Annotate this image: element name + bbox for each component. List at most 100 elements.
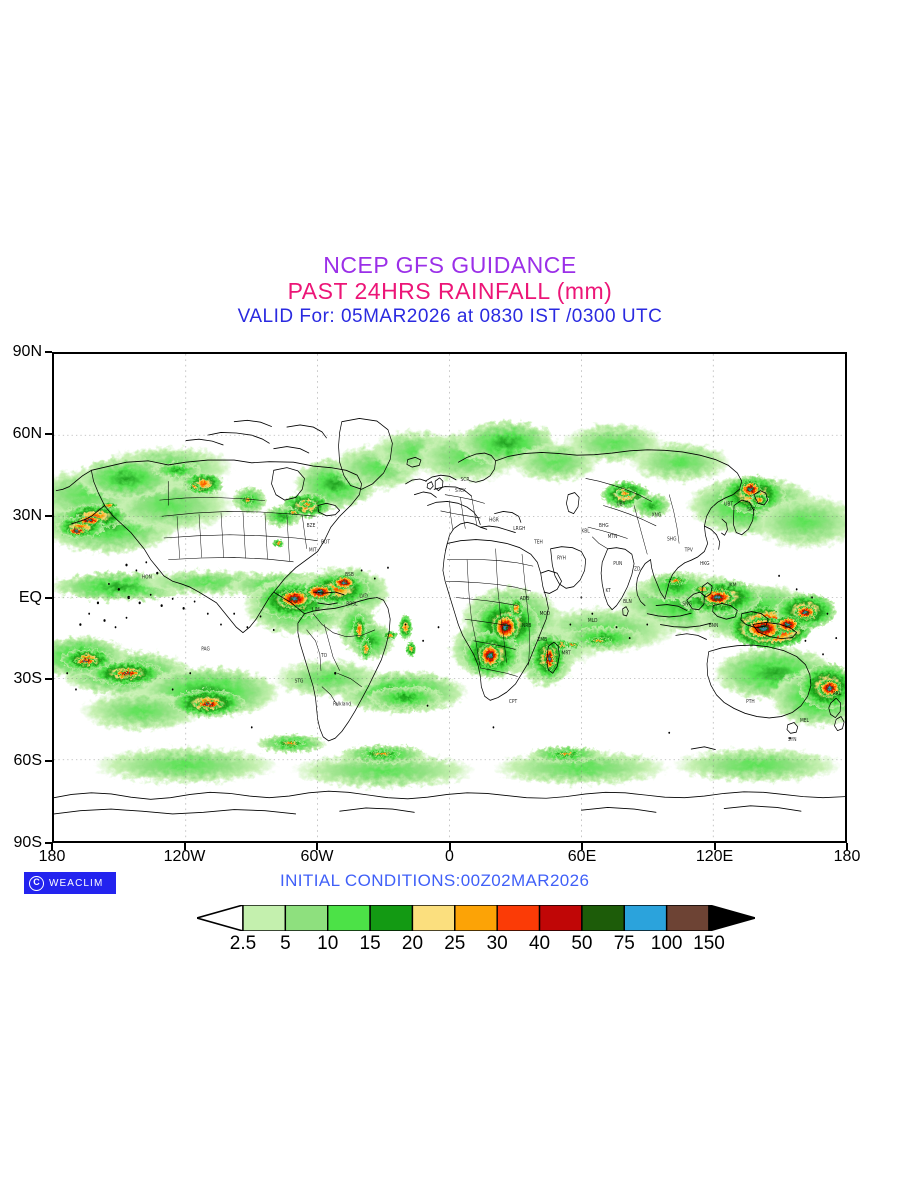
copyright-icon: C [29, 875, 44, 891]
svg-text:SYN: SYN [788, 737, 797, 744]
graticule [54, 354, 845, 841]
x-axis-tick [581, 843, 583, 850]
svg-text:STCK: STCK [455, 488, 467, 495]
svg-text:SNG: SNG [682, 601, 692, 608]
svg-text:LVD: LVD [359, 593, 368, 600]
colorbar-tick-label: 50 [571, 933, 593, 954]
weaclim-logo-text: WEACLIM [49, 877, 104, 889]
colorbar-tick-label: 10 [317, 933, 339, 954]
x-axis-label: 120E [695, 848, 734, 865]
x-axis-tick [448, 843, 451, 850]
y-axis-label: EQ [18, 588, 42, 606]
y-axis-label: 30N [12, 506, 42, 524]
title-line-valid-time: VALID For: 05MAR2026 at 0830 IST /0300 U… [237, 306, 663, 327]
colorbar-bin[interactable] [327, 905, 371, 931]
svg-text:KBL: KBL [581, 528, 590, 535]
y-axis-tick [45, 760, 52, 763]
svg-text:MRT: MRT [562, 650, 572, 657]
x-axis-label: 180 [38, 848, 66, 865]
colorbar-bin[interactable] [623, 905, 668, 931]
svg-text:BZE: BZE [307, 523, 316, 530]
colorbar-tick-label: 100 [650, 933, 683, 954]
x-axis-label: 60W [300, 848, 334, 865]
svg-text:BLN: BLN [623, 599, 632, 606]
colorbar-tick-labels: 2.5 5 10 15 20 25 30 40 50 75 100 150 [0, 933, 900, 957]
y-axis-label: 60N [12, 424, 42, 442]
svg-text:ADB: ADB [520, 596, 530, 603]
colorbar-tick-label: 40 [528, 933, 551, 954]
precip-field [54, 420, 845, 789]
colorbar-bin[interactable] [284, 905, 329, 931]
svg-text:MEL: MEL [800, 718, 809, 725]
x-axis-label: 180 [833, 848, 861, 865]
colorbar-bin[interactable] [496, 905, 541, 931]
y-axis-tick [45, 514, 52, 517]
svg-text:PUN: PUN [613, 561, 622, 568]
y-axis-tick [45, 678, 52, 681]
svg-text:ZMB: ZMB [537, 636, 547, 643]
y-axis-tick [45, 596, 52, 599]
x-axis-tick [846, 843, 848, 850]
svg-text:HKG: HKG [700, 561, 710, 568]
svg-text:UBT: UBT [616, 501, 626, 508]
x-axis-label: 60E [567, 848, 597, 865]
y-axis-label: 30S [13, 670, 42, 688]
svg-text:MOD: MOD [540, 611, 551, 618]
colorbar-tick-label: 15 [359, 933, 381, 954]
svg-text:PAG: PAG [201, 646, 210, 653]
title-line-model: NCEP GFS GUIDANCE [323, 252, 577, 278]
svg-text:ZD: ZD [634, 566, 641, 573]
colorbar-bin[interactable] [538, 905, 583, 931]
x-axis-tick [183, 843, 186, 850]
chart-title-block: NCEP GFS GUIDANCE PAST 24HRS RAINFALL (m… [0, 252, 900, 329]
svg-text:TO: TO [320, 653, 327, 660]
svg-text:MIT: MIT [309, 547, 318, 554]
initial-conditions-label: INITIAL CONDITIONS:00Z02MAR2026 [280, 871, 590, 890]
colorbar-tick-label: 2.5 [229, 933, 257, 954]
map-plot-area[interactable]: HON BZE MIT BOT BSB LVD BRSL LIM TO STG … [52, 352, 847, 843]
colorbar-bin[interactable] [369, 905, 414, 931]
svg-text:BHG: BHG [599, 523, 609, 530]
svg-text:XNG: XNG [652, 512, 662, 519]
colorbar-tick-label: 75 [613, 933, 635, 954]
y-axis-tick [45, 842, 52, 844]
island-dots [66, 561, 838, 740]
svg-text:NRB: NRB [522, 623, 532, 630]
svg-text:Falkland: Falkland [333, 701, 351, 708]
svg-text:KT: KT [606, 588, 612, 595]
colorbar-bin[interactable] [581, 905, 625, 931]
y-axis-tick [45, 351, 52, 353]
title-line-product: PAST 24HRS RAINFALL (mm) [287, 278, 613, 304]
svg-text:SCR: SCR [460, 477, 469, 484]
svg-text:BOT: BOT [321, 539, 331, 546]
svg-text:BNN: BNN [709, 623, 719, 630]
weaclim-logo[interactable]: C WEACLIM [24, 872, 116, 894]
svg-text:LRGH: LRGH [513, 525, 525, 532]
colorbar-bin[interactable] [411, 905, 456, 931]
svg-text:TEH: TEH [533, 539, 543, 546]
svg-text:HON: HON [142, 574, 152, 581]
y-axis-label: 60S [13, 752, 42, 770]
colorbar-bin[interactable] [242, 905, 287, 931]
svg-text:UBT: UBT [724, 501, 734, 508]
colorbar-bin[interactable] [454, 905, 498, 931]
x-axis-tick [713, 843, 716, 850]
y-axis-tick [45, 432, 52, 435]
us-state-borders [159, 481, 318, 563]
svg-text:HGR: HGR [489, 517, 499, 524]
colorbar-bin[interactable] [665, 905, 710, 931]
x-axis-label: 0 [445, 848, 454, 865]
svg-text:JKM: JKM [728, 582, 737, 589]
svg-text:SHG: SHG [667, 536, 677, 543]
coastlines [54, 417, 845, 815]
colorbar-under-arrow [197, 905, 244, 931]
svg-text:PTH: PTH [746, 699, 755, 706]
world-rainfall-map: HON BZE MIT BOT BSB LVD BRSL LIM TO STG … [54, 354, 845, 841]
svg-text:BSB: BSB [345, 571, 354, 578]
svg-text:SPR: SPR [747, 507, 756, 514]
colorbar-tick-label: 30 [486, 933, 508, 954]
rainfall-colorbar[interactable] [197, 905, 755, 931]
x-axis-tick [51, 843, 53, 850]
y-axis-label: 90N [12, 343, 42, 360]
